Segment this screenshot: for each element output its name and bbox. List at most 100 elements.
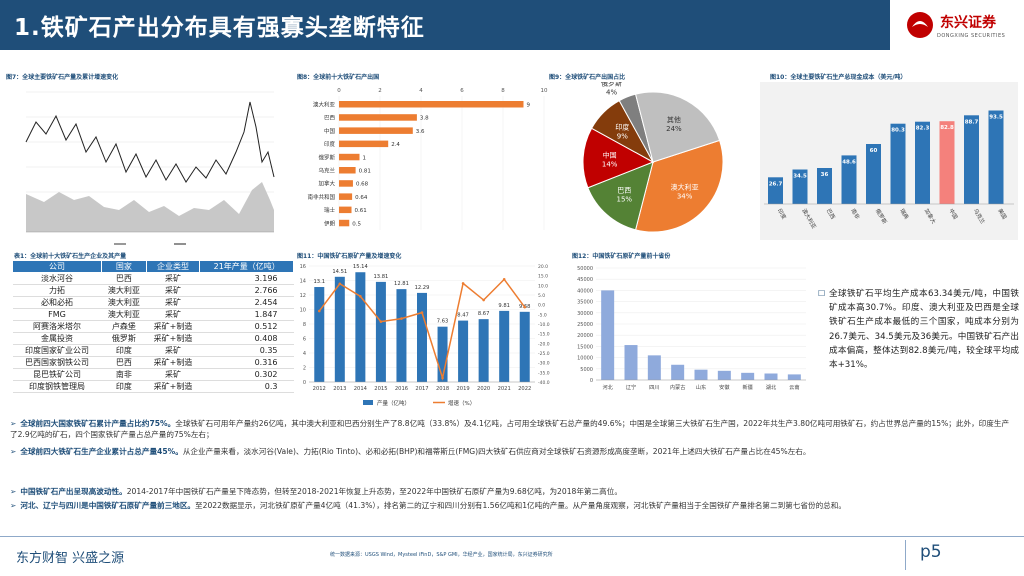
- fig11-category-label: 2019: [456, 386, 469, 392]
- fig8-bar: [339, 180, 353, 187]
- fig11-right-tick: -10.0: [538, 322, 550, 328]
- table-row: 昆巴铁矿公司 南非 采矿 0.302: [12, 368, 294, 381]
- fig10-data-label: 26.7: [769, 181, 783, 187]
- fig11-growth-point: [359, 295, 362, 298]
- fig10-bar: [964, 115, 979, 204]
- fig8-bar: [339, 219, 350, 227]
- fig11-legend-swatch-bar: [363, 400, 373, 405]
- fig11-left-tick: 10: [300, 308, 306, 314]
- fig11-bar: [437, 326, 448, 382]
- fig8-tick-label: 0: [337, 88, 341, 94]
- table-cell: 3.196: [199, 272, 294, 285]
- table-cell: 金属投资: [12, 332, 102, 345]
- fig8-tick-label: 10: [541, 88, 548, 94]
- fig8-bar: [339, 140, 389, 148]
- note-bullet-icon: ☐: [818, 289, 826, 298]
- fig11-bar: [375, 281, 386, 382]
- fig8-bar: [339, 114, 417, 121]
- fig8-title: 图8：全球前十大铁矿石产出国: [297, 74, 380, 81]
- fig10-bar: [915, 121, 930, 204]
- fig11-growth-point: [400, 317, 403, 320]
- fig8-bar: [339, 153, 360, 161]
- fig11-left-tick: 2: [303, 366, 306, 372]
- fig9-slice-name: 俄罗斯: [601, 82, 622, 88]
- fig12-chart: 0 5000 10000 15000 20000 25000 30000 35000 40000…: [577, 266, 806, 391]
- table-cell: 巴西: [101, 272, 147, 285]
- logo-en: DONGXING SECURITIES: [937, 33, 1006, 39]
- fig11-data-label: 13.81: [373, 274, 388, 280]
- fig12-bar: [764, 373, 778, 380]
- fig11-data-label: 12.29: [415, 285, 430, 291]
- fig12-category-label: 内蒙古: [670, 383, 686, 391]
- fig11-growth-point: [317, 309, 321, 313]
- table-cell: 巴西国家钢铁公司: [12, 356, 102, 369]
- fig11-category-label: 2022: [518, 386, 531, 392]
- fig11-data-label: 12.81: [394, 281, 409, 287]
- table-row: 巴西国家钢铁公司 巴西 采矿+制造 0.316: [12, 356, 294, 369]
- fig8-data-label: 1: [363, 155, 367, 161]
- table-row: 印度国家矿业公司 印度 采矿 0.35: [12, 344, 294, 357]
- table-cell: 采矿+制造: [146, 332, 200, 345]
- header-bar: [0, 0, 890, 50]
- table-cell: 0.316: [199, 356, 294, 369]
- fig8-category-label: 加拿大: [318, 180, 335, 188]
- fig11-left-tick: 8: [303, 322, 306, 328]
- page-title: 1.铁矿石产出分布具有强寡头垄断特征: [14, 15, 425, 41]
- bullet-2: ➢ 全球前四大铁矿石生产企业累计占总产量45%。从企业产量来看，淡水河谷(Vale…: [10, 446, 1015, 457]
- fig12-category-label: 云南: [789, 383, 799, 391]
- page-number: p5: [920, 542, 942, 562]
- fig10-title: 图10：全球主要铁矿石生产总现金成本（美元/吨）: [770, 74, 907, 81]
- table-cell: 澳大利亚: [101, 308, 147, 321]
- table-cell: 阿赛洛米塔尔: [12, 320, 102, 333]
- fig8-category-label: 澳大利亚: [313, 101, 336, 109]
- table-cell: 0.408: [199, 332, 294, 345]
- fig11-category-label: 2012: [313, 386, 326, 392]
- fig10-data-label: 48.6: [842, 159, 856, 165]
- table-cell: 采矿: [146, 284, 200, 297]
- table-cell: 印度: [101, 344, 147, 357]
- fig12-category-label: 湖北: [766, 383, 777, 391]
- fig12-tick-label: 40000: [577, 288, 593, 294]
- fig11-growth-point: [379, 320, 383, 323]
- table-row: 力拓 澳大利亚 采矿 2.766: [12, 284, 294, 297]
- table-cell: 澳大利亚: [101, 296, 147, 309]
- fig10-bar: [890, 123, 906, 204]
- table-cell: 0.512: [199, 320, 294, 333]
- producer-table: 公司 国家 企业类型 21年产量（亿吨） 淡水河谷 巴西 采矿 3.196 力拓 澳大利亚…: [11, 260, 294, 393]
- table-cell: 卢森堡: [101, 320, 147, 333]
- fig11-right-tick: -30.0: [538, 361, 550, 367]
- fig10-data-label: 60: [870, 148, 878, 154]
- fig8-category-label: 巴西: [324, 115, 336, 122]
- fig10-data-label: 93.5: [989, 115, 1003, 121]
- fig11-bar: [458, 320, 469, 382]
- fig12-category-label: 山东: [696, 383, 706, 391]
- table-cell: 淡水河谷: [12, 272, 102, 285]
- table-cell: 采矿: [146, 308, 200, 321]
- footer-separator: [905, 540, 906, 570]
- fig9-slice: [634, 139, 724, 233]
- fig12-bar: [624, 345, 638, 380]
- fig9-title: 图9：全球铁矿石产出国占比: [549, 74, 626, 81]
- fig8-tick-label: 2: [378, 88, 382, 94]
- fig8-tick-label: 6: [460, 88, 464, 94]
- fig11-growth-point: [338, 282, 342, 286]
- fig11-left-tick: 12: [300, 293, 306, 299]
- fig10-bar: [768, 177, 783, 204]
- arrow-icon: ➢: [10, 419, 17, 428]
- fig9-slice: [587, 161, 654, 231]
- fig11-bar: [334, 276, 345, 382]
- fig12-tick-label: 50000: [577, 266, 593, 272]
- fig11-bar: [478, 319, 489, 382]
- footer-divider: [0, 536, 1024, 537]
- fig9-slice-label: 24%: [666, 125, 682, 133]
- fig12-title: 图12：中国铁矿石原矿产量前十省份: [572, 253, 671, 260]
- fig11-category-label: 2013: [333, 386, 346, 392]
- fig12-tick-label: 25000: [577, 322, 593, 328]
- fig10-chart: 26.7印度34.5澳大利亚36巴西48.6南非60俄罗斯80.3瑞典82.3加…: [760, 82, 1018, 240]
- table-cell: 采矿+制造: [146, 320, 200, 333]
- fig11-bar: [396, 289, 407, 382]
- table-cell: 采矿: [146, 344, 200, 357]
- fig12-bar: [694, 369, 708, 380]
- bullet-lead: 河北、辽宁与四川是中国铁矿石原矿产量前三地区。: [20, 501, 196, 510]
